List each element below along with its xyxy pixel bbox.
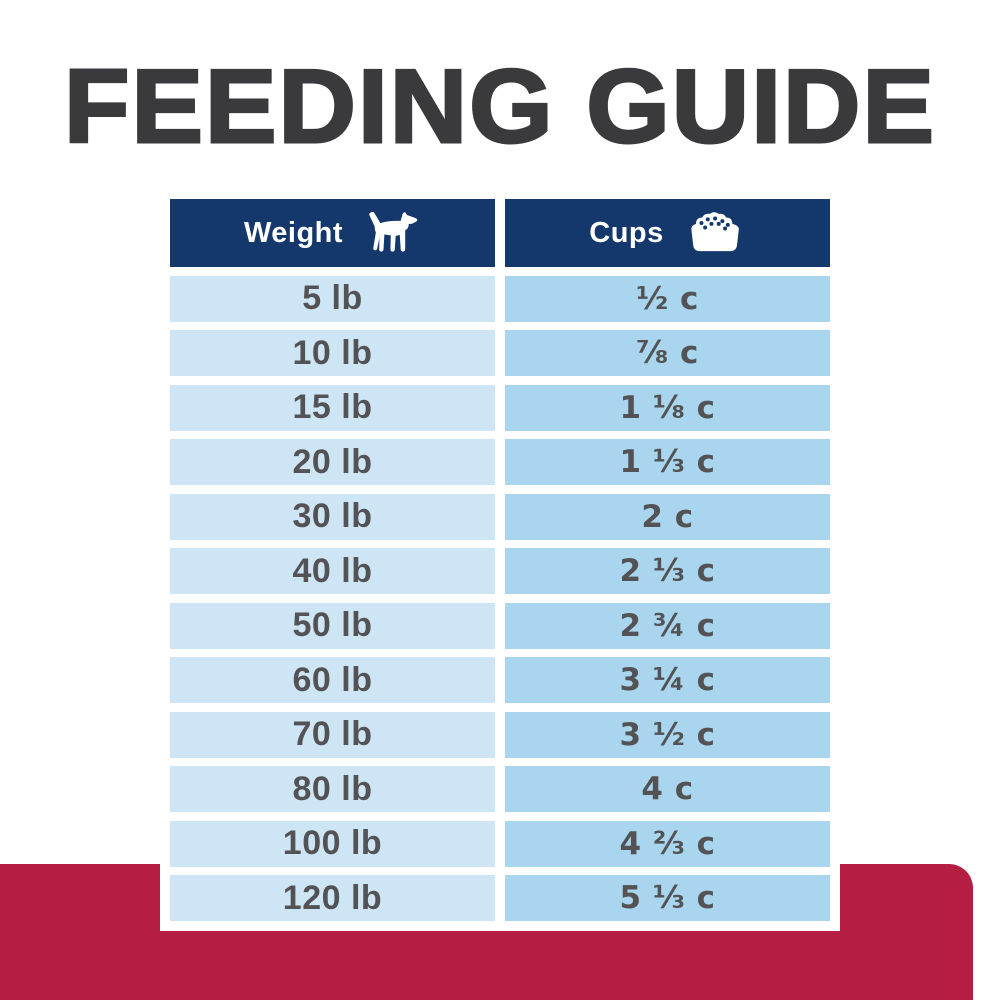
table-row: 70 lb 3 ½ c bbox=[170, 711, 830, 758]
weight-cell: 30 lb bbox=[170, 493, 495, 540]
table-row: 80 lb 4 c bbox=[170, 766, 830, 812]
weight-cell: 5 lb bbox=[170, 275, 495, 322]
weight-cell: 20 lb bbox=[170, 439, 495, 485]
cups-cell: 1 ⅛ c bbox=[505, 384, 830, 431]
cups-cell: 2 ¾ c bbox=[505, 602, 830, 649]
cups-cell: 5 ⅓ c bbox=[505, 875, 830, 921]
weight-header-label: Weight bbox=[243, 216, 344, 249]
cups-cell: 3 ½ c bbox=[505, 711, 830, 758]
weight-header-cell: Weight bbox=[170, 199, 495, 267]
food-bowl-icon bbox=[686, 210, 746, 256]
weight-cell: 70 lb bbox=[170, 711, 495, 758]
cups-header-label: Cups bbox=[589, 216, 664, 249]
weight-cell: 40 lb bbox=[170, 548, 495, 594]
cups-cell: 4 ⅔ c bbox=[505, 820, 830, 867]
weight-cell: 100 lb bbox=[170, 820, 495, 867]
table-row: 15 lb 1 ⅛ c bbox=[170, 384, 830, 431]
feeding-table: Weight Cups bbox=[160, 189, 840, 931]
cups-cell: 2 c bbox=[505, 493, 830, 540]
table-row: 50 lb 2 ¾ c bbox=[170, 602, 830, 649]
cups-cell: 1 ⅓ c bbox=[505, 439, 830, 485]
cups-cell: ⅞ c bbox=[505, 330, 830, 376]
table-row: 100 lb 4 ⅔ c bbox=[170, 820, 830, 867]
table-row: 20 lb 1 ⅓ c bbox=[170, 439, 830, 485]
cups-cell: 4 c bbox=[505, 766, 830, 812]
weight-cell: 15 lb bbox=[170, 384, 495, 431]
cups-cell: ½ c bbox=[505, 275, 830, 322]
weight-cell: 50 lb bbox=[170, 602, 495, 649]
weight-cell: 80 lb bbox=[170, 766, 495, 812]
dog-icon bbox=[365, 210, 421, 257]
cups-cell: 3 ¼ c bbox=[505, 657, 830, 703]
weight-cell: 60 lb bbox=[170, 657, 495, 703]
page-title: FEEDING GUIDE bbox=[62, 49, 936, 165]
weight-cell: 120 lb bbox=[170, 875, 495, 921]
table-row: 120 lb 5 ⅓ c bbox=[170, 875, 830, 921]
table-row: 40 lb 2 ⅓ c bbox=[170, 548, 830, 594]
cups-cell: 2 ⅓ c bbox=[505, 548, 830, 594]
table-header-row: Weight Cups bbox=[170, 199, 830, 267]
cups-header-cell: Cups bbox=[505, 199, 830, 267]
table-row: 5 lb ½ c bbox=[170, 275, 830, 322]
table-row: 30 lb 2 c bbox=[170, 493, 830, 540]
table-row: 10 lb ⅞ c bbox=[170, 330, 830, 376]
weight-cell: 10 lb bbox=[170, 330, 495, 376]
table-row: 60 lb 3 ¼ c bbox=[170, 657, 830, 703]
